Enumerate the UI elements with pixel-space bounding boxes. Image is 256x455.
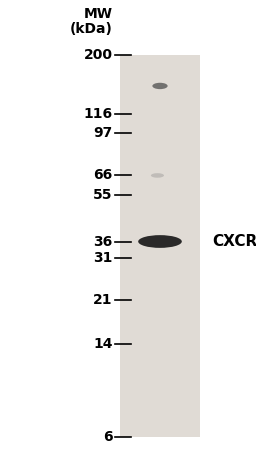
Ellipse shape (152, 83, 168, 89)
Text: 6: 6 (103, 430, 113, 444)
Text: 97: 97 (93, 126, 113, 141)
Text: 66: 66 (93, 168, 113, 182)
Text: 21: 21 (93, 293, 113, 307)
Bar (120, 55, 200, 437)
Text: 200: 200 (84, 48, 113, 61)
Text: CXCR5: CXCR5 (212, 234, 256, 249)
Text: 31: 31 (93, 251, 113, 265)
Text: 55: 55 (93, 188, 113, 202)
Text: MW
(kDa): MW (kDa) (70, 7, 113, 36)
Ellipse shape (138, 235, 182, 248)
Text: 36: 36 (93, 234, 113, 248)
Text: 14: 14 (93, 338, 113, 351)
Text: 116: 116 (83, 107, 113, 121)
Ellipse shape (151, 173, 164, 178)
